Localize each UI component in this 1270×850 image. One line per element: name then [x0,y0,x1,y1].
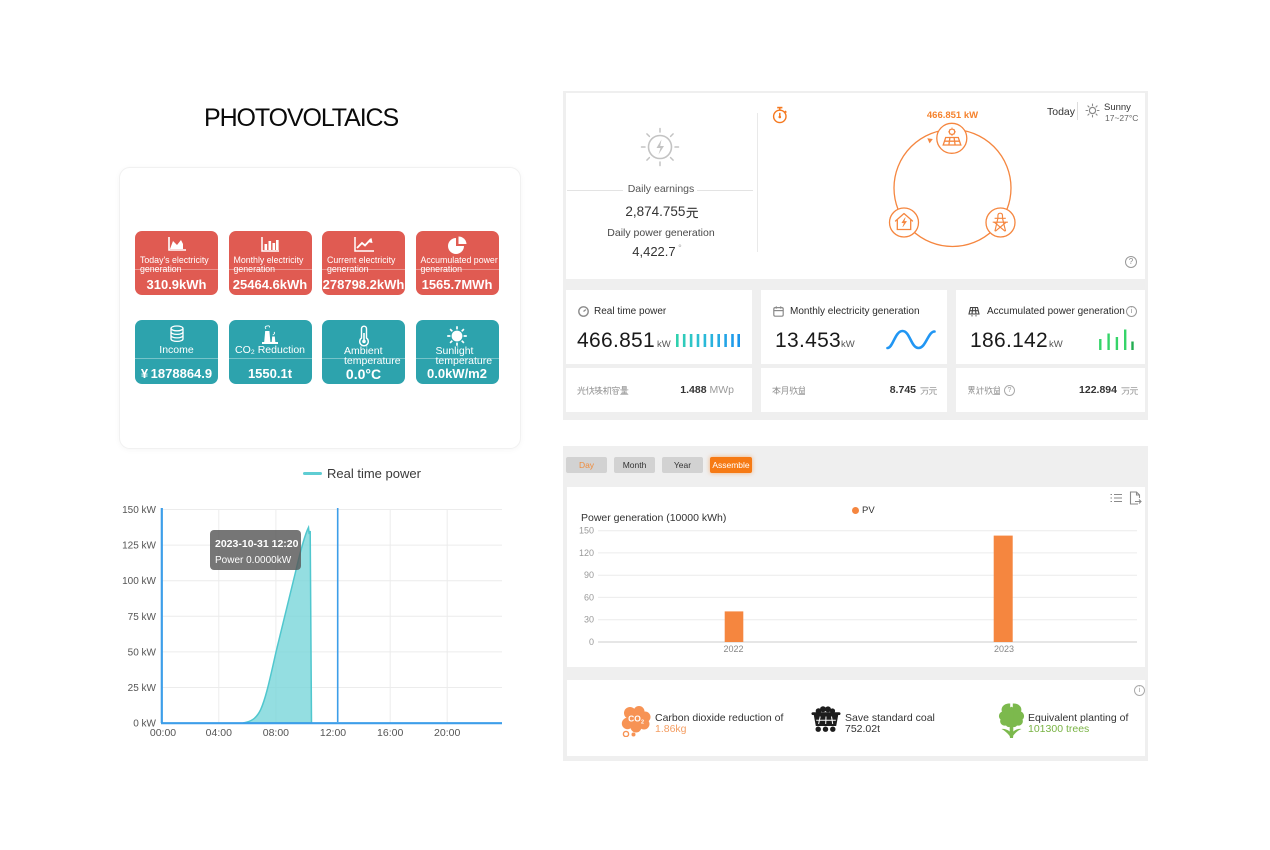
svg-text:75 kW: 75 kW [128,612,157,623]
svg-text:04:00: 04:00 [206,727,232,739]
svg-text:16:00: 16:00 [377,727,403,739]
svg-text:CO: CO [628,714,641,724]
svg-text:60: 60 [584,592,594,602]
svg-text:0: 0 [589,637,594,647]
svg-text:08:00: 08:00 [263,727,289,739]
svg-text:25 kW: 25 kW [128,683,157,694]
svg-text:2023: 2023 [994,644,1014,654]
svg-text:00:00: 00:00 [150,727,176,739]
svg-text:2: 2 [641,720,644,726]
svg-text:50 kW: 50 kW [128,647,157,658]
svg-text:90: 90 [584,570,594,580]
svg-text:30: 30 [584,615,594,625]
svg-text:120: 120 [579,548,594,558]
svg-text:150 kW: 150 kW [122,505,156,516]
svg-text:100 kW: 100 kW [122,576,156,587]
svg-text:2022: 2022 [723,644,743,654]
svg-text:150: 150 [579,526,594,536]
svg-text:0 kW: 0 kW [133,719,156,730]
svg-text:125 kW: 125 kW [122,541,156,552]
svg-text:20:00: 20:00 [434,727,460,739]
svg-text:12:00: 12:00 [320,727,346,739]
